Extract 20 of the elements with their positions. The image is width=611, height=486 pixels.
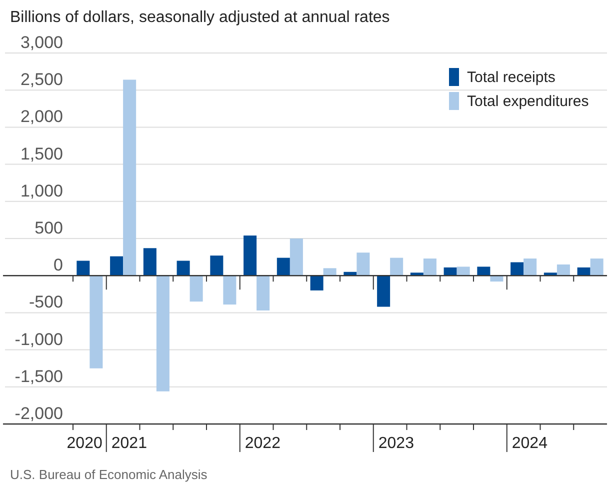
x-tick-label: 2023 (378, 435, 414, 452)
x-tick-label: 2021 (111, 435, 148, 452)
legend-label: Total expenditures (467, 93, 589, 110)
x-tick-label: 2022 (244, 435, 281, 452)
y-tick-label: 0 (54, 256, 63, 275)
y-tick-label: 1,000 (20, 181, 63, 200)
y-tick-label: -1,500 (14, 366, 63, 386)
x-tick-label: 2024 (512, 435, 548, 452)
x-tick-label: 2020 (66, 435, 102, 452)
chart-title: Billions of dollars, seasonally adjusted at annual rates (10, 9, 390, 26)
y-tick-label: -1,000 (14, 330, 63, 349)
y-tick-label: 1,500 (20, 144, 63, 164)
legend-label: Total receipts (467, 69, 556, 86)
y-tick-label: 3,000 (20, 33, 63, 52)
y-tick-label: -2,000 (14, 404, 63, 423)
y-tick-label: 500 (34, 218, 63, 238)
text: U.S. Bureau of Economic Analysis (10, 467, 208, 482)
y-tick-label: -500 (28, 292, 63, 312)
y-tick-label: 2,500 (20, 70, 63, 90)
y-tick-label: 2,000 (20, 107, 63, 126)
